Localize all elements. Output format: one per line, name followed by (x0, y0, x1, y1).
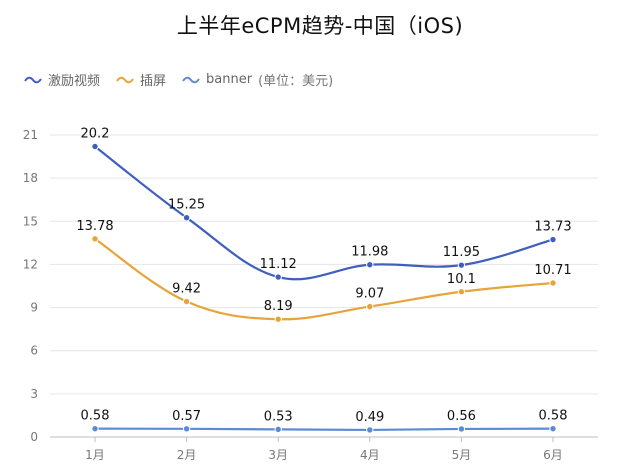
x-tick-label: 4月 (360, 448, 380, 462)
data-label: 13.78 (76, 219, 113, 234)
data-label: 13.73 (534, 220, 571, 235)
y-tick-label: 12 (23, 257, 38, 271)
data-point[interactable] (91, 235, 99, 243)
data-label: 10.1 (447, 272, 476, 287)
grid-layer (50, 134, 598, 438)
y-tick-label: 18 (23, 171, 38, 185)
data-label: 11.12 (260, 257, 297, 272)
series-line-1 (94, 237, 554, 321)
y-tick-label: 6 (30, 344, 38, 358)
legend-wave-icon (182, 76, 200, 83)
x-tick-label: 6月 (543, 448, 563, 462)
series-line-0 (94, 145, 554, 281)
data-point[interactable] (274, 273, 282, 281)
data-label: 20.2 (81, 127, 110, 142)
x-tick-label: 1月 (85, 448, 105, 462)
label-layer: 20.2 15.25 11.12 11.98 11.95 13.73 13.78 9.42 8.… (76, 127, 571, 425)
x-tick-label: 2月 (177, 448, 197, 462)
data-point[interactable] (366, 302, 374, 311)
data-label: 0.58 (539, 409, 568, 424)
data-label: 0.49 (355, 410, 384, 425)
legend-item-interstitial[interactable]: 插屏 (116, 70, 166, 89)
legend-item-incentive-video[interactable]: 激励视频 (24, 70, 100, 89)
data-point[interactable] (91, 142, 99, 151)
data-label: 15.25 (168, 198, 205, 213)
data-label: 11.95 (443, 245, 480, 260)
x-tick-label: 5月 (452, 448, 472, 462)
data-point[interactable] (366, 426, 374, 434)
legend-item-banner[interactable]: banner (单位：美元) (182, 70, 333, 89)
data-point[interactable] (457, 288, 466, 296)
legend-label-interstitial: 插屏 (140, 74, 167, 89)
data-label: 0.56 (447, 409, 476, 424)
legend-label-banner: banner (206, 72, 253, 87)
data-point[interactable] (182, 425, 191, 433)
data-point[interactable] (549, 235, 557, 244)
data-point[interactable] (182, 213, 191, 222)
data-point[interactable] (274, 425, 282, 434)
legend-wave-icon (116, 76, 134, 83)
legend-label-incentive-video: 激励视频 (48, 74, 101, 89)
y-tick-label: 0 (30, 430, 38, 444)
data-point[interactable] (549, 279, 557, 287)
data-label: 0.57 (172, 409, 201, 424)
y-tick-label: 3 (30, 387, 38, 401)
data-label: 0.58 (81, 409, 110, 424)
legend-wave-icon (24, 76, 42, 83)
y-tick-label: 15 (23, 214, 38, 228)
data-label: 11.98 (351, 245, 388, 260)
chart-title: 上半年eCPM趋势-中国（iOS) (176, 14, 464, 38)
data-point[interactable] (182, 297, 191, 306)
data-point[interactable] (91, 424, 99, 433)
data-point[interactable] (549, 424, 557, 433)
x-tick-label: 3月 (268, 448, 288, 462)
y-tick-label: 9 (30, 301, 38, 315)
legend: 激励视频 插屏 banner (单位：美元) (24, 70, 333, 89)
y-tick-label: 21 (23, 128, 38, 142)
data-point[interactable] (366, 261, 374, 269)
series-layer (91, 142, 557, 434)
data-point[interactable] (457, 425, 466, 433)
data-label: 0.53 (264, 409, 293, 424)
data-label: 9.07 (355, 287, 384, 302)
data-label: 8.19 (264, 299, 293, 314)
data-label: 10.71 (534, 263, 571, 278)
data-label: 9.42 (172, 282, 201, 297)
series-line-2 (94, 427, 554, 432)
data-point[interactable] (457, 261, 466, 269)
unit-note: (单位：美元) (258, 74, 334, 89)
data-point[interactable] (274, 315, 282, 323)
axis-layer: 0 3 6 9 12 15 18 21 1月 2月 3月 4月 5月 6月 (23, 128, 563, 462)
